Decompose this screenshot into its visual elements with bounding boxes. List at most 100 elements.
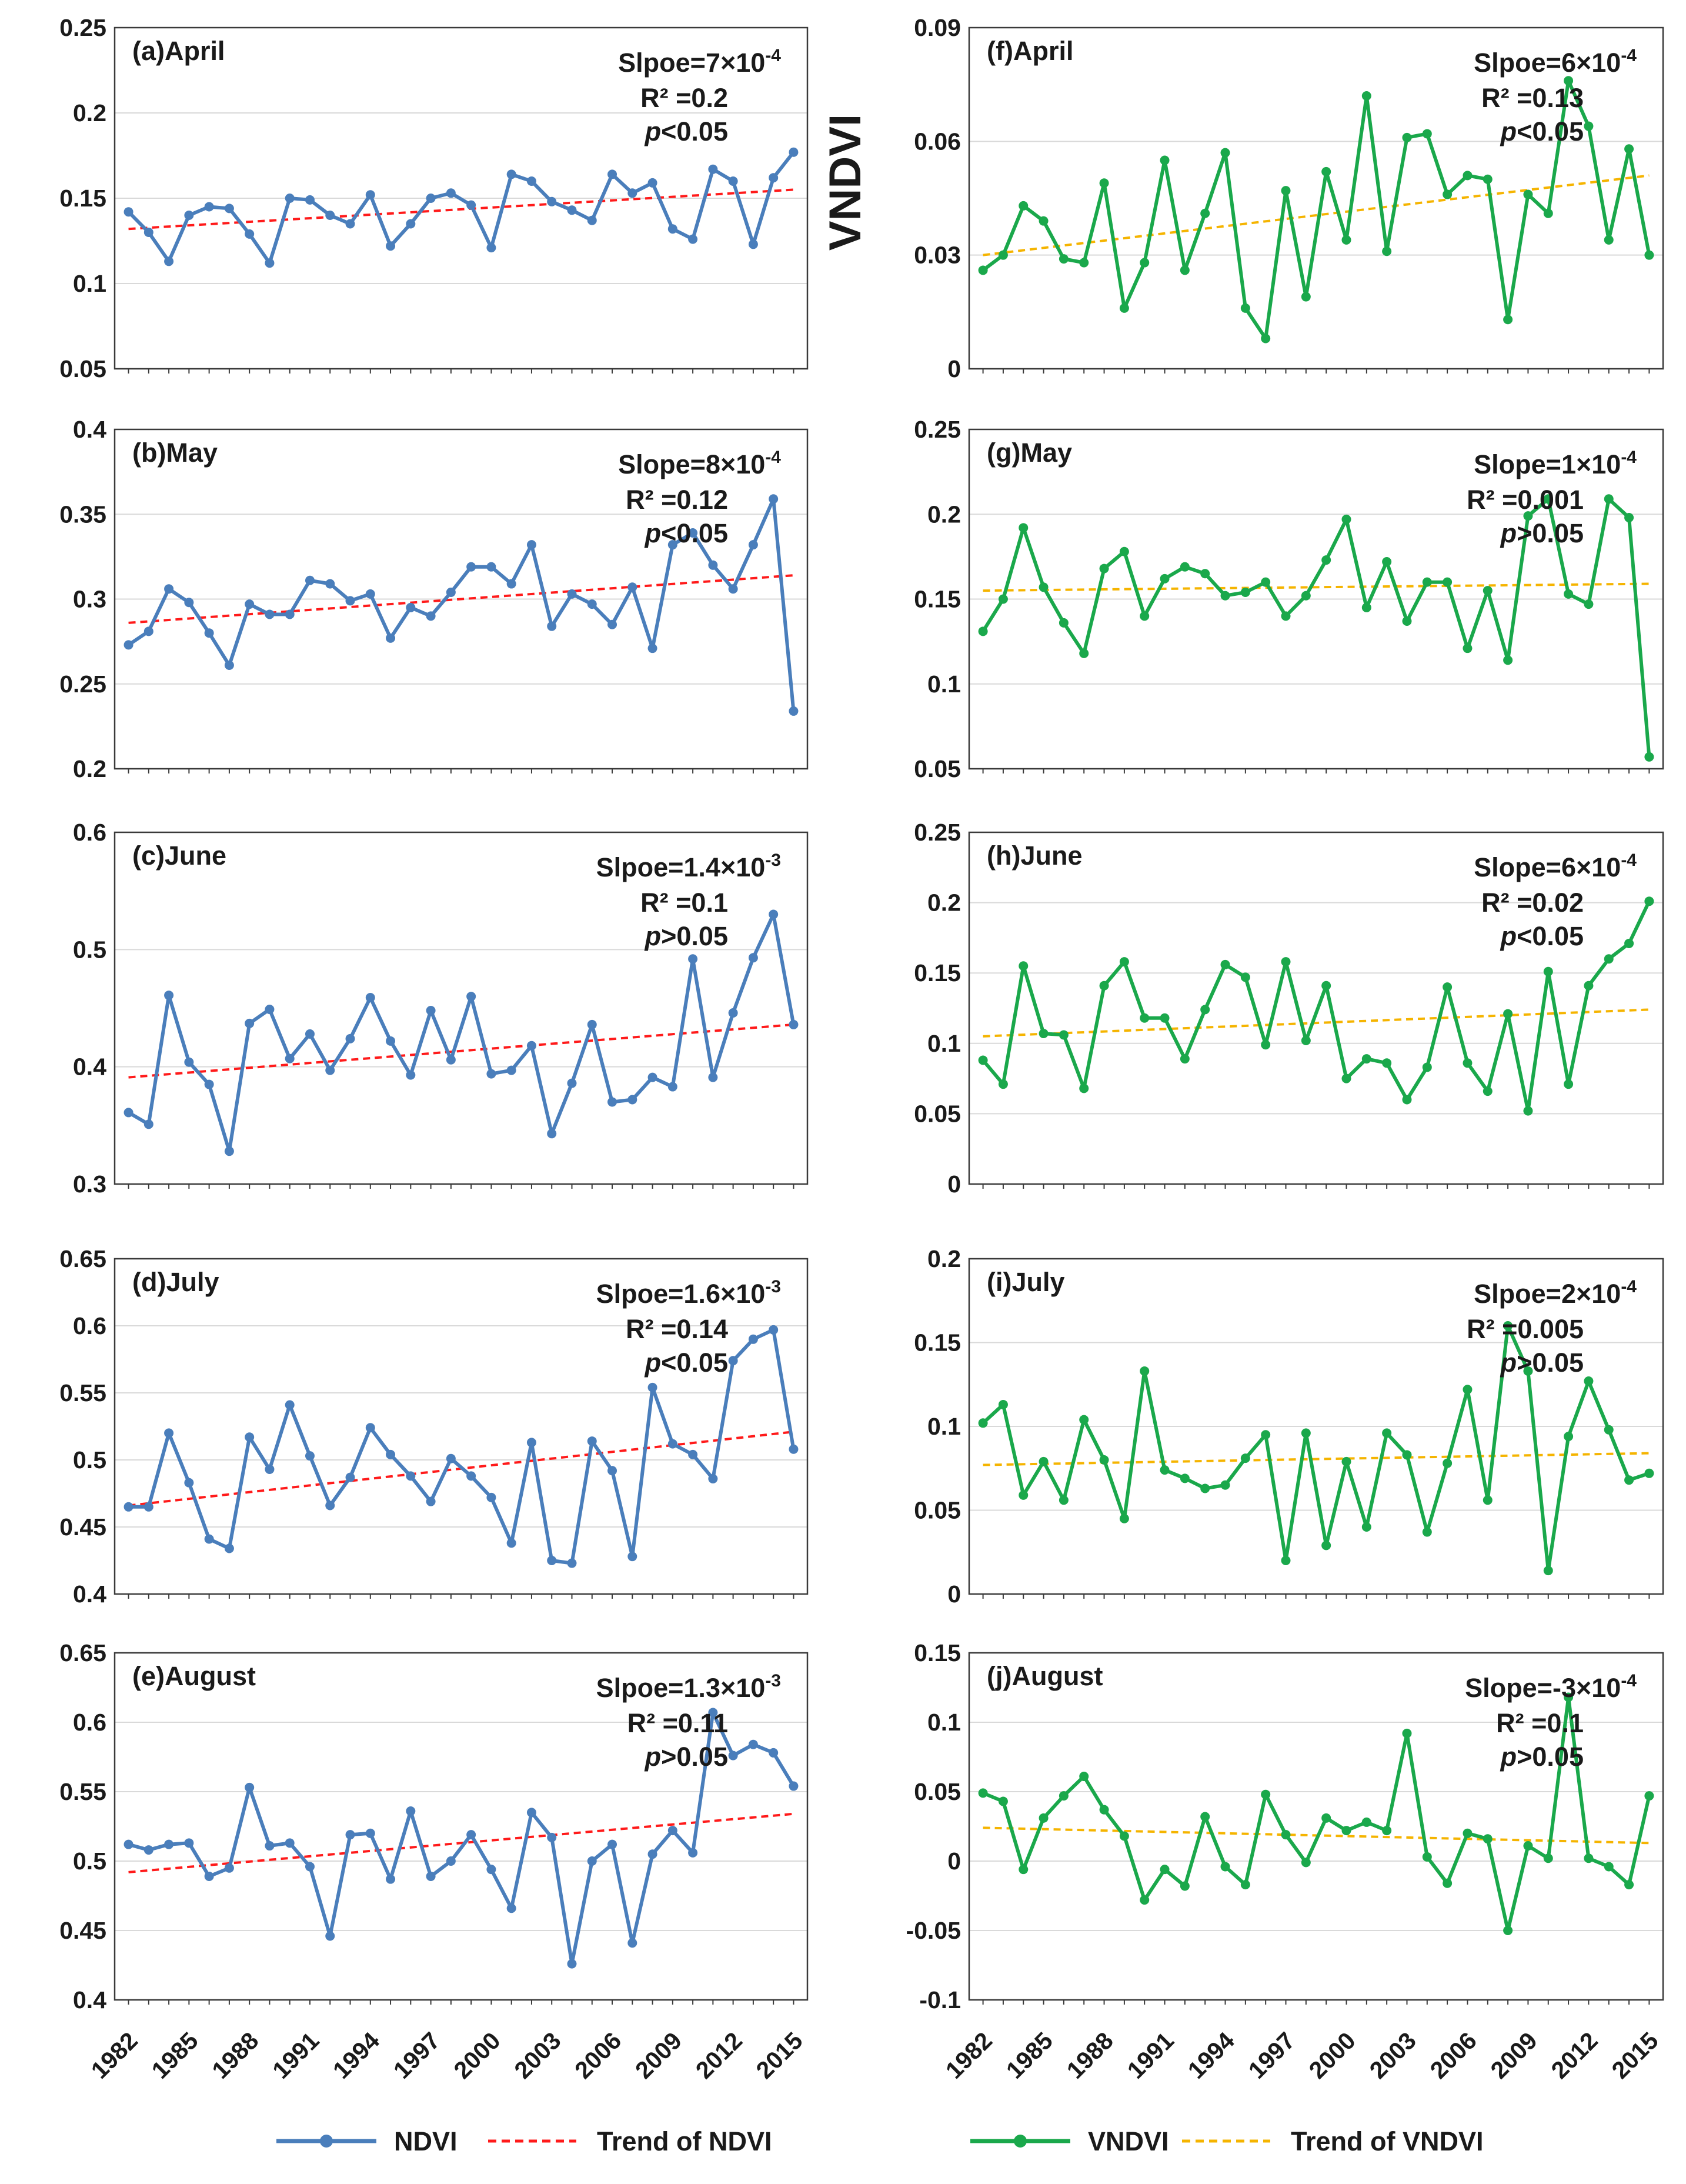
y-tick-label: 0 <box>947 1171 961 1198</box>
x-tick-label: 2003 <box>1364 2027 1421 2084</box>
data-point <box>789 706 799 716</box>
data-point <box>486 562 496 572</box>
p-annotation: p<0.05 <box>1500 921 1584 951</box>
data-point <box>1119 546 1129 556</box>
data-point <box>1361 602 1371 612</box>
data-point <box>345 219 355 229</box>
data-point <box>1402 1728 1412 1738</box>
data-point <box>486 1865 496 1875</box>
data-point <box>386 1874 396 1884</box>
data-point <box>998 1796 1008 1806</box>
data-point <box>587 1856 597 1866</box>
panel-title: (f)April <box>987 36 1073 66</box>
data-point <box>1240 587 1250 597</box>
data-point <box>426 194 436 203</box>
data-point <box>1564 1079 1574 1089</box>
y-tick-label: 0.5 <box>73 1446 106 1473</box>
data-point <box>265 258 275 268</box>
panel-b: 0.2 0.25 0.3 0.35 0.4 (b)May Slope=8×10-4 R² =0… <box>59 416 809 782</box>
data-point <box>1220 959 1230 969</box>
data-point <box>1281 1556 1291 1565</box>
y-tick-label: 0.15 <box>914 586 961 613</box>
plot-frame <box>113 1258 809 1595</box>
data-point <box>1200 569 1210 579</box>
data-point <box>1180 1054 1190 1064</box>
slope-annotation: Slpoe=1.6×10-3 <box>596 1277 781 1309</box>
data-point <box>406 1471 416 1481</box>
data-point <box>1644 250 1654 260</box>
data-point <box>1180 562 1190 572</box>
y-tick-label: 0.65 <box>59 1639 106 1666</box>
data-point <box>224 1863 234 1873</box>
data-point <box>1321 981 1331 991</box>
data-point <box>265 1841 275 1851</box>
y-tick-label: -0.1 <box>919 1986 961 2013</box>
data-point <box>1604 954 1614 964</box>
data-point <box>1523 1106 1533 1116</box>
series-line <box>128 912 796 1153</box>
data-point <box>748 239 758 249</box>
data-point <box>647 178 657 188</box>
r2-annotation: R² =0.14 <box>626 1314 728 1344</box>
data-point <box>285 194 295 203</box>
x-tick-label: 1997 <box>1243 2027 1300 2084</box>
y-tick-label: 0.05 <box>914 755 961 782</box>
data-point <box>1261 334 1271 344</box>
data-point <box>547 1832 557 1842</box>
data-point <box>728 176 738 186</box>
panel-title: (h)June <box>987 841 1083 871</box>
data-point <box>978 1055 988 1065</box>
data-point <box>325 1065 335 1075</box>
y-tick-label: 0.25 <box>59 14 106 41</box>
data-point <box>1240 1880 1250 1890</box>
data-point <box>1463 1828 1473 1838</box>
data-point <box>204 628 214 638</box>
panel-c: 0.3 0.4 0.5 0.6 (c)June Slpoe=1.4×10-3 R² =0.1… <box>73 819 809 1198</box>
data-point <box>978 626 988 636</box>
data-point <box>1422 129 1432 139</box>
slope-annotation: Slope=6×10-4 <box>1474 851 1637 882</box>
data-point <box>1443 1878 1453 1888</box>
data-point <box>365 1828 375 1838</box>
data-point <box>143 228 153 237</box>
x-tick-label: 2003 <box>509 2027 566 2084</box>
x-tick-label: 1985 <box>146 2027 203 2084</box>
data-point <box>164 1839 174 1849</box>
data-point <box>1564 589 1574 599</box>
data-point <box>245 1018 255 1028</box>
data-point <box>265 609 275 619</box>
y-tick-label: 0.6 <box>73 1709 106 1736</box>
x-tick-label: 1991 <box>1122 2027 1179 2084</box>
data-point <box>1584 599 1594 609</box>
panel-a: 0.05 0.1 0.15 0.2 0.25 (a)April Slpoe=7×10-4 R²… <box>59 14 809 382</box>
data-point <box>1281 186 1291 196</box>
data-point <box>978 1418 988 1428</box>
series-line <box>982 1695 1651 1932</box>
trend-line <box>128 574 794 624</box>
data-point <box>1261 1789 1271 1799</box>
data-point <box>526 540 536 550</box>
data-point <box>224 661 234 671</box>
trend-line <box>983 582 1650 592</box>
legend-item: Trend of VNDVI <box>1182 2126 1484 2156</box>
data-point <box>1402 1450 1412 1460</box>
data-point <box>526 1041 536 1051</box>
data-point <box>1079 1415 1089 1425</box>
data-point <box>1624 1475 1634 1485</box>
plot-frame <box>113 26 809 370</box>
data-point <box>789 1019 799 1029</box>
y-tick-label: 0.2 <box>927 1245 961 1272</box>
y-tick-label: 0 <box>947 355 961 382</box>
data-point <box>1503 1321 1513 1331</box>
data-point <box>1039 216 1049 226</box>
data-point <box>1039 1456 1049 1466</box>
data-point <box>224 1146 234 1156</box>
data-point <box>607 1097 617 1107</box>
data-point <box>1321 1813 1331 1823</box>
data-point <box>587 1436 597 1446</box>
data-point <box>184 1057 194 1067</box>
data-point <box>1220 148 1230 158</box>
x-tick-label: 1988 <box>1061 2027 1119 2084</box>
data-point <box>325 211 335 220</box>
data-point <box>627 1938 637 1948</box>
